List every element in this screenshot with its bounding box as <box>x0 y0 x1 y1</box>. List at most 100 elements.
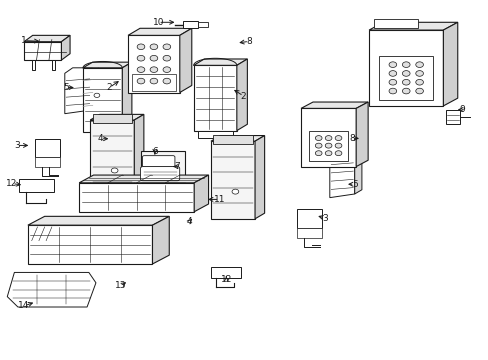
Polygon shape <box>193 59 247 66</box>
Text: 5: 5 <box>63 83 69 92</box>
Polygon shape <box>79 183 194 212</box>
Polygon shape <box>443 22 457 106</box>
Polygon shape <box>194 175 208 212</box>
Polygon shape <box>236 59 247 131</box>
Circle shape <box>388 88 396 94</box>
Circle shape <box>163 55 170 61</box>
Bar <box>35 157 60 167</box>
Polygon shape <box>91 64 98 110</box>
Bar <box>445 110 459 124</box>
Polygon shape <box>368 22 457 30</box>
Polygon shape <box>24 42 61 60</box>
Bar <box>308 131 348 161</box>
Bar <box>210 267 240 278</box>
Polygon shape <box>355 102 367 167</box>
Polygon shape <box>83 62 132 68</box>
Polygon shape <box>64 68 91 114</box>
Polygon shape <box>90 114 143 120</box>
Circle shape <box>232 189 238 194</box>
Polygon shape <box>354 148 361 194</box>
Polygon shape <box>7 273 96 307</box>
Circle shape <box>325 143 331 148</box>
Text: 3: 3 <box>322 213 327 222</box>
Circle shape <box>388 80 396 85</box>
Text: 11: 11 <box>213 195 225 204</box>
Circle shape <box>150 55 158 61</box>
Circle shape <box>325 136 331 140</box>
Polygon shape <box>255 136 264 219</box>
Polygon shape <box>301 108 355 167</box>
Bar <box>213 135 252 144</box>
Text: 8: 8 <box>349 134 354 143</box>
Polygon shape <box>122 62 132 132</box>
Text: 3: 3 <box>14 141 20 150</box>
Circle shape <box>334 143 341 148</box>
Circle shape <box>315 136 322 140</box>
Bar <box>183 21 197 28</box>
Text: 14: 14 <box>19 301 30 310</box>
Circle shape <box>402 62 409 67</box>
Polygon shape <box>210 141 255 219</box>
Text: 7: 7 <box>174 162 180 171</box>
Circle shape <box>150 78 158 84</box>
Bar <box>379 56 432 100</box>
Bar <box>297 228 322 238</box>
Text: 4: 4 <box>186 217 192 226</box>
Polygon shape <box>368 30 443 106</box>
Circle shape <box>415 62 423 67</box>
Polygon shape <box>301 102 367 108</box>
Polygon shape <box>134 114 143 198</box>
Circle shape <box>150 67 158 72</box>
Circle shape <box>137 44 144 50</box>
Circle shape <box>137 67 144 72</box>
Circle shape <box>388 71 396 76</box>
FancyBboxPatch shape <box>140 167 179 181</box>
Text: 2: 2 <box>106 83 112 92</box>
Text: 4: 4 <box>98 134 103 143</box>
Text: 5: 5 <box>351 180 357 189</box>
Circle shape <box>111 168 118 173</box>
Polygon shape <box>329 152 354 198</box>
Circle shape <box>388 62 396 67</box>
Bar <box>297 209 322 228</box>
Circle shape <box>325 151 331 156</box>
Circle shape <box>334 136 341 140</box>
Circle shape <box>415 71 423 76</box>
Bar <box>140 152 184 183</box>
FancyBboxPatch shape <box>142 156 175 167</box>
Polygon shape <box>28 216 169 225</box>
Text: 8: 8 <box>246 37 252 46</box>
Bar <box>373 19 418 28</box>
Circle shape <box>163 44 170 50</box>
Polygon shape <box>128 28 191 35</box>
Circle shape <box>137 78 144 84</box>
Circle shape <box>137 55 144 61</box>
Circle shape <box>334 151 341 156</box>
Circle shape <box>415 88 423 94</box>
Circle shape <box>402 71 409 76</box>
Text: 10: 10 <box>152 18 163 27</box>
Text: 9: 9 <box>459 105 465 114</box>
Circle shape <box>402 88 409 94</box>
Polygon shape <box>61 35 70 60</box>
Polygon shape <box>210 136 264 141</box>
Bar <box>19 179 54 192</box>
Bar <box>35 139 60 157</box>
Circle shape <box>415 80 423 85</box>
Circle shape <box>315 151 322 156</box>
Polygon shape <box>193 66 236 131</box>
Bar <box>52 60 55 70</box>
Text: 1: 1 <box>21 36 27 45</box>
Polygon shape <box>24 35 70 42</box>
Bar <box>31 60 35 70</box>
Bar <box>132 73 176 91</box>
Polygon shape <box>28 225 152 264</box>
Text: 2: 2 <box>240 91 246 100</box>
Bar <box>197 22 208 27</box>
Circle shape <box>163 78 170 84</box>
Polygon shape <box>152 216 169 264</box>
Polygon shape <box>83 68 122 132</box>
Circle shape <box>163 67 170 72</box>
Text: 13: 13 <box>115 282 126 290</box>
Circle shape <box>94 93 100 98</box>
